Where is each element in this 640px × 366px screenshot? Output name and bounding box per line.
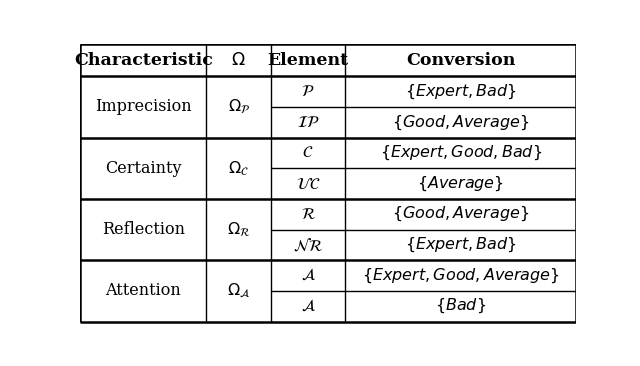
Text: $\{\mathit{Average}\}$: $\{\mathit{Average}\}$ — [417, 174, 504, 193]
Text: $\{\mathit{Bad}\}$: $\{\mathit{Bad}\}$ — [435, 297, 486, 315]
Text: Characteristic: Characteristic — [74, 52, 212, 68]
Text: Element: Element — [268, 52, 349, 68]
Text: Conversion: Conversion — [406, 52, 515, 68]
Text: Attention: Attention — [106, 282, 181, 299]
Text: $\mathcal{A}$: $\mathcal{A}$ — [301, 268, 316, 283]
Text: $\Omega_{\mathcal{R}}$: $\Omega_{\mathcal{R}}$ — [227, 220, 250, 239]
Text: $\{\mathit{Expert},\mathit{Good},\mathit{Average}\}$: $\{\mathit{Expert},\mathit{Good},\mathit… — [362, 266, 559, 285]
Text: $\Omega$: $\Omega$ — [232, 52, 246, 68]
Text: $\mathcal{P}$: $\mathcal{P}$ — [301, 84, 315, 99]
Text: $\mathcal{IP}$: $\mathcal{IP}$ — [297, 115, 319, 130]
Text: $\{\mathit{Expert},\mathit{Bad}\}$: $\{\mathit{Expert},\mathit{Bad}\}$ — [404, 236, 516, 254]
Text: $\{\mathit{Good},\mathit{Average}\}$: $\{\mathit{Good},\mathit{Average}\}$ — [392, 113, 529, 131]
Text: $\{\mathit{Expert},\mathit{Bad}\}$: $\{\mathit{Expert},\mathit{Bad}\}$ — [404, 82, 516, 101]
Text: $\mathcal{UC}$: $\mathcal{UC}$ — [296, 176, 321, 191]
Text: $\mathcal{NR}$: $\mathcal{NR}$ — [293, 236, 323, 253]
Text: $\Omega_{\mathcal{P}}$: $\Omega_{\mathcal{P}}$ — [228, 98, 250, 116]
Text: $\{\mathit{Expert},\mathit{Good},\mathit{Bad}\}$: $\{\mathit{Expert},\mathit{Good},\mathit… — [380, 144, 542, 162]
Text: $\Omega_{\mathcal{A}}$: $\Omega_{\mathcal{A}}$ — [227, 282, 250, 300]
Text: $\mathcal{A}$: $\mathcal{A}$ — [301, 298, 316, 314]
Text: Reflection: Reflection — [102, 221, 185, 238]
Text: Imprecision: Imprecision — [95, 98, 191, 116]
Text: $\mathcal{R}$: $\mathcal{R}$ — [301, 207, 316, 222]
Text: $\mathcal{C}$: $\mathcal{C}$ — [303, 145, 314, 160]
Text: $\{\mathit{Good},\mathit{Average}\}$: $\{\mathit{Good},\mathit{Average}\}$ — [392, 205, 529, 224]
Text: $\Omega_{\mathcal{C}}$: $\Omega_{\mathcal{C}}$ — [228, 159, 249, 178]
Text: Certainty: Certainty — [105, 160, 182, 177]
